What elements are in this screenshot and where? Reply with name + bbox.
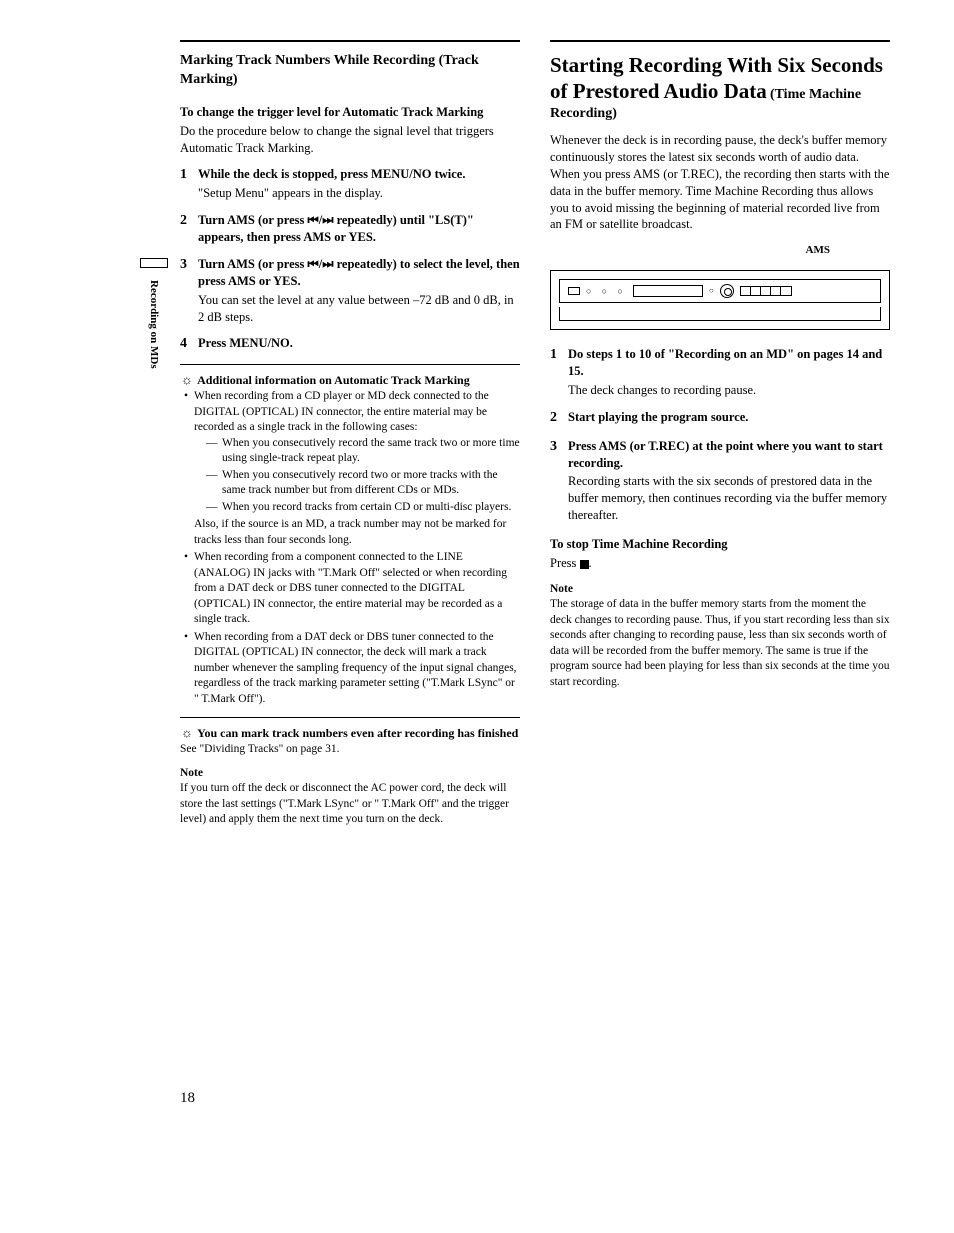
side-tab-label: Recording on MDs	[148, 280, 160, 369]
device-buttons-icon	[740, 286, 792, 296]
bullet-icon: •	[184, 550, 194, 628]
note-text: The storage of data in the buffer memory…	[550, 597, 890, 690]
list-text: When you consecutively record the same t…	[222, 436, 520, 467]
step-number: 3	[550, 438, 568, 524]
bullet-icon: •	[184, 389, 194, 548]
step-item: 2 Start playing the program source.	[550, 409, 890, 428]
step-item: 3 Turn AMS (or press ⏮/⏭ repeatedly) to …	[180, 256, 520, 326]
body-text: See "Dividing Tracks" on page 31.	[180, 742, 520, 758]
list-text: When recording from a CD player or MD de…	[194, 390, 489, 433]
list-item: —When you consecutively record two or mo…	[206, 468, 520, 499]
step-detail: You can set the level at any value betwe…	[198, 292, 520, 326]
step-instruction: Start playing the program source.	[568, 409, 890, 426]
section-heading: Starting Recording With Six Seconds of P…	[550, 52, 890, 124]
left-column: Marking Track Numbers While Recording (T…	[180, 40, 520, 828]
page-number: 18	[180, 1090, 195, 1107]
tip-heading: You can mark track numbers even after re…	[197, 726, 518, 740]
note-heading: Note	[180, 766, 520, 782]
tip-icon: ☼	[180, 371, 194, 389]
diagram-label: AMS	[550, 243, 890, 258]
step-number: 4	[180, 335, 198, 354]
step-instruction: Press AMS (or T.REC) at the point where …	[568, 438, 890, 472]
step-instruction: Turn AMS (or press ⏮/⏭ repeatedly) to se…	[198, 256, 520, 290]
list-item: —When you record tracks from certain CD …	[206, 500, 520, 516]
section-heading: Marking Track Numbers While Recording (T…	[180, 52, 520, 90]
step-detail: The deck changes to recording pause.	[568, 382, 890, 399]
list-item: • When recording from a CD player or MD …	[184, 389, 520, 548]
device-display-icon	[633, 285, 703, 297]
step-item: 1 Do steps 1 to 10 of "Recording on an M…	[550, 346, 890, 399]
bullet-icon: •	[184, 630, 194, 708]
body-text: Press .	[550, 555, 890, 572]
device-slot-icon	[568, 287, 580, 295]
step-detail: Recording starts with the six seconds of…	[568, 473, 890, 524]
tip-block: ☼ You can mark track numbers even after …	[180, 724, 520, 742]
list-text: When recording from a DAT deck or DBS tu…	[194, 630, 520, 708]
device-diagram: ○ ○ ○ ○	[550, 270, 890, 330]
step-number: 1	[180, 166, 198, 202]
divider	[180, 40, 520, 42]
tip-icon: ☼	[180, 724, 194, 742]
step-number: 3	[180, 256, 198, 326]
divider	[550, 40, 890, 42]
step-detail: "Setup Menu" appears in the display.	[198, 185, 520, 202]
list-text: When you record tracks from certain CD o…	[222, 500, 511, 516]
divider	[180, 717, 520, 718]
divider	[180, 364, 520, 365]
step-number: 2	[180, 212, 198, 246]
step-number: 2	[550, 409, 568, 428]
device-panel-lower	[559, 307, 881, 321]
step-number: 1	[550, 346, 568, 399]
stop-text: Press	[550, 556, 580, 570]
list-text: Also, if the source is an MD, a track nu…	[194, 517, 520, 548]
tip-heading: Additional information on Automatic Trac…	[197, 373, 470, 387]
subsection-heading: To stop Time Machine Recording	[550, 536, 890, 553]
note-text: If you turn off the deck or disconnect t…	[180, 781, 520, 828]
list-text: When you consecutively record two or mor…	[222, 468, 520, 499]
body-text: Whenever the deck is in recording pause,…	[550, 132, 890, 233]
step-item: 4 Press MENU/NO.	[180, 335, 520, 354]
step-item: 1 While the deck is stopped, press MENU/…	[180, 166, 520, 202]
step-instruction: Press MENU/NO.	[198, 335, 520, 352]
right-column: Starting Recording With Six Seconds of P…	[550, 40, 890, 828]
step-item: 3 Press AMS (or T.REC) at the point wher…	[550, 438, 890, 524]
step-instruction: While the deck is stopped, press MENU/NO…	[198, 166, 520, 183]
step-instruction: Turn AMS (or press ⏮/⏭ repeatedly) until…	[198, 212, 520, 246]
list-item: —When you consecutively record the same …	[206, 436, 520, 467]
ams-knob-icon	[720, 284, 734, 298]
stop-icon	[580, 560, 589, 569]
subsection-heading: To change the trigger level for Automati…	[180, 104, 520, 121]
step-item: 2 Turn AMS (or press ⏮/⏭ repeatedly) unt…	[180, 212, 520, 246]
device-panel-upper: ○ ○ ○ ○	[559, 279, 881, 303]
note-heading: Note	[550, 582, 890, 598]
page-content: Marking Track Numbers While Recording (T…	[0, 0, 954, 868]
list-item: • When recording from a component connec…	[184, 550, 520, 628]
bullet-list: • When recording from a CD player or MD …	[184, 389, 520, 707]
side-indicator-box	[140, 258, 168, 268]
list-item: • When recording from a DAT deck or DBS …	[184, 630, 520, 708]
step-instruction: Do steps 1 to 10 of "Recording on an MD"…	[568, 346, 890, 380]
device-dots-icon: ○ ○ ○	[586, 285, 627, 297]
tip-block: ☼ Additional information on Automatic Tr…	[180, 371, 520, 389]
body-text: Do the procedure below to change the sig…	[180, 123, 520, 157]
list-text: When recording from a component connecte…	[194, 550, 520, 628]
